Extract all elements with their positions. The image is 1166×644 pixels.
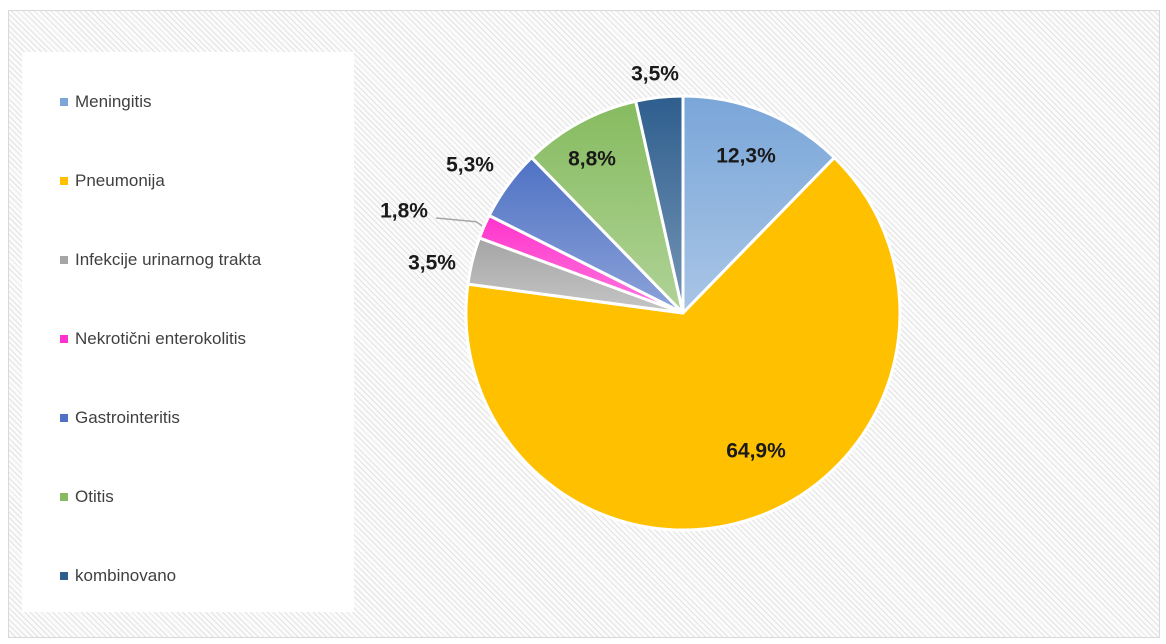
data-label-kombinovano: 3,5% [631, 63, 679, 86]
data-label-pneumonija: 64,9% [726, 440, 786, 463]
legend-item-otitis: Otitis [60, 485, 114, 509]
legend-swatch-nekroticni [60, 335, 68, 343]
legend-label: Infekcije urinarnog trakta [75, 250, 262, 269]
pie-slice-pneumonija [464, 156, 902, 532]
legend-label: Nekrotični enterokolitis [75, 329, 247, 348]
legend-item-meningitis: Meningitis [60, 90, 152, 114]
leader-line-nekroticni [435, 217, 483, 227]
legend-swatch-gastrointeritis [60, 414, 68, 422]
legend-swatch-meningitis [60, 98, 68, 106]
data-label-gastrointeritis: 5,3% [446, 154, 494, 177]
pie-slice-otitis [530, 99, 685, 315]
legend-item-pneumonija: Pneumonija [60, 169, 165, 193]
legend-swatch-infekcije [60, 256, 68, 264]
legend-label: Gastrointeritis [75, 408, 180, 427]
pie-slice-kombinovano [634, 94, 685, 315]
legend-item-gastrointeritis: Gastrointeritis [60, 406, 180, 430]
legend: Meningitis Pneumonija Infekcije urinarno… [22, 52, 354, 612]
legend-swatch-kombinovano [60, 572, 68, 580]
legend-label: Meningitis [75, 92, 152, 111]
pie-slice-meningitis [681, 94, 836, 315]
legend-item-nekroticni: Nekrotični enterokolitis [60, 327, 246, 351]
legend-swatch-otitis [60, 493, 68, 501]
data-label-meningitis: 12,3% [716, 145, 776, 168]
legend-item-infekcije: Infekcije urinarnog trakta [60, 248, 261, 272]
data-label-infekcije-urinarnog-trakta: 3,5% [408, 252, 456, 275]
legend-label: kombinovano [75, 566, 177, 585]
legend-swatch-pneumonija [60, 177, 68, 185]
legend-label: Otitis [75, 487, 114, 506]
data-label-nekroticni-enterokolitis: 1,8% [380, 200, 428, 223]
legend-item-kombinovano: kombinovano [60, 564, 176, 588]
data-label-otitis: 8,8% [568, 148, 616, 171]
legend-label: Pneumonija [75, 171, 165, 190]
